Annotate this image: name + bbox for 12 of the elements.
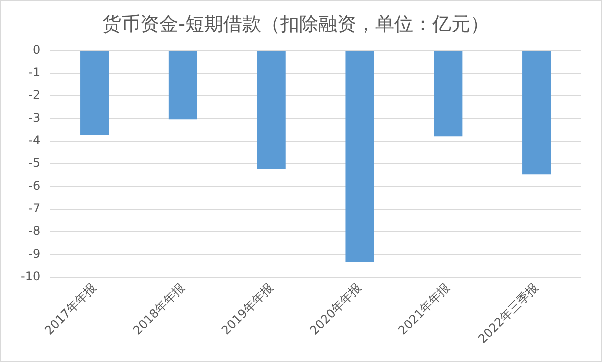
y-tick-label: -9 xyxy=(28,246,41,261)
y-tick-label: -6 xyxy=(28,178,41,193)
y-tick-label: 0 xyxy=(32,42,41,57)
y-tick-label: -8 xyxy=(28,224,41,238)
y-tick-label: -10 xyxy=(20,269,41,284)
y-tick-label: -3 xyxy=(28,110,41,125)
y-tick-label: -2 xyxy=(28,88,41,102)
y-tick-label: -7 xyxy=(28,201,41,216)
y-tick-label: -4 xyxy=(28,134,41,148)
y-tick-label: -5 xyxy=(28,156,41,170)
y-tick-label: -1 xyxy=(28,66,41,80)
chart-title: 货币资金-短期借款（扣除融资，单位：亿元） xyxy=(102,13,490,36)
